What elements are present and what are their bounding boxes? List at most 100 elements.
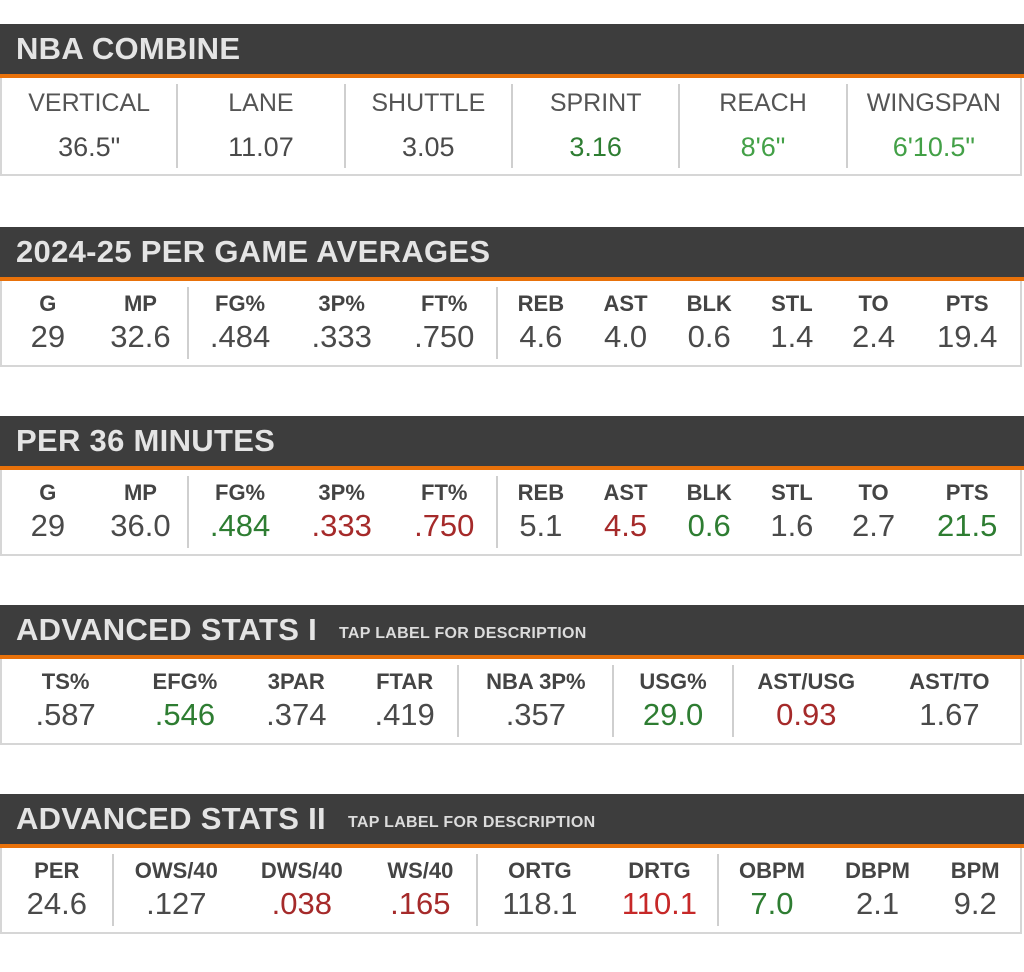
stat-label[interactable]: G bbox=[39, 480, 57, 505]
stat-value: 9.2 bbox=[953, 886, 997, 921]
stat-label[interactable]: BLK bbox=[686, 480, 732, 505]
stat-label[interactable]: MP bbox=[123, 480, 157, 505]
stat-label[interactable]: WINGSPAN bbox=[866, 89, 1001, 117]
stat-value: .484 bbox=[209, 508, 271, 543]
per36-header: PER 36 MINUTES bbox=[0, 416, 1024, 470]
stat-label[interactable]: TO bbox=[858, 480, 889, 505]
stat-label[interactable]: FG% bbox=[215, 480, 266, 505]
stat-value: .357 bbox=[505, 697, 567, 732]
stat-label[interactable]: MP bbox=[123, 291, 157, 316]
adv2-subtitle: TAP LABEL FOR DESCRIPTION bbox=[347, 814, 596, 831]
stat-value: 4.6 bbox=[519, 319, 563, 354]
stat-ft: FT% .750 bbox=[392, 287, 499, 359]
stat-label[interactable]: TO bbox=[858, 291, 889, 316]
stat-label[interactable]: 3PAR bbox=[267, 669, 325, 694]
stat-ows40: OWS/40 .127 bbox=[114, 854, 240, 926]
stat-value: 4.5 bbox=[603, 508, 648, 543]
stat-label[interactable]: WS/40 bbox=[387, 858, 454, 883]
stat-label[interactable]: PTS bbox=[945, 480, 989, 505]
stat-value: 0.6 bbox=[687, 319, 731, 354]
stat-label[interactable]: BLK bbox=[686, 291, 732, 316]
stat-label[interactable]: LANE bbox=[228, 89, 294, 117]
stat-value: 3.05 bbox=[402, 132, 455, 162]
stat-label[interactable]: 3P% bbox=[318, 291, 365, 316]
stat-value: 0.93 bbox=[776, 697, 837, 732]
stat-label[interactable]: DRTG bbox=[628, 858, 691, 883]
stat-value: 6'10.5" bbox=[892, 132, 975, 162]
stat-label[interactable]: EFG% bbox=[152, 669, 218, 694]
adv1-stats: TS% .587 EFG% .546 3PAR .374 FTAR .419 NBA 3… bbox=[0, 659, 1022, 745]
stat-value: .165 bbox=[390, 886, 451, 921]
stat-value: 118.1 bbox=[502, 886, 578, 921]
stat-label[interactable]: AST/TO bbox=[909, 669, 990, 694]
per-game-title: 2024-25 PER GAME AVERAGES bbox=[16, 234, 491, 269]
stat-wingspan: WINGSPAN 6'10.5" bbox=[848, 84, 1020, 168]
stat-label[interactable]: DWS/40 bbox=[260, 858, 343, 883]
stat-dws40: DWS/40 .038 bbox=[239, 854, 365, 926]
stat-label[interactable]: USG% bbox=[639, 669, 707, 694]
stat-value: 21.5 bbox=[937, 508, 998, 543]
stat-obpm: OBPM 7.0 bbox=[719, 854, 825, 926]
stat-ast-usg: AST/USG 0.93 bbox=[734, 665, 879, 737]
stat-blk: BLK 0.6 bbox=[667, 476, 751, 548]
adv2-title: ADVANCED STATS II bbox=[16, 801, 326, 836]
stat-g: G 29 bbox=[2, 287, 94, 359]
stat-label[interactable]: PER bbox=[34, 858, 80, 883]
stat-label[interactable]: G bbox=[39, 291, 57, 316]
adv1-subtitle: TAP LABEL FOR DESCRIPTION bbox=[339, 625, 587, 642]
per36-section: PER 36 MINUTES G 29 MP 36.0 FG% .484 3P% .33… bbox=[0, 416, 1024, 556]
stat-to: TO 2.4 bbox=[833, 287, 915, 359]
stat-stl: STL 1.4 bbox=[751, 287, 833, 359]
stat-label[interactable]: FG% bbox=[215, 291, 266, 316]
stat-value: .333 bbox=[311, 508, 372, 543]
stat-value: 29 bbox=[30, 319, 66, 354]
stat-label[interactable]: OWS/40 bbox=[134, 858, 218, 883]
stat-label[interactable]: STL bbox=[771, 291, 813, 316]
stat-label[interactable]: SHUTTLE bbox=[371, 89, 486, 117]
stat-label[interactable]: REB bbox=[517, 480, 565, 505]
stat-label[interactable]: FT% bbox=[421, 291, 468, 316]
stat-value: .333 bbox=[311, 319, 372, 354]
stat-usg: USG% 29.0 bbox=[614, 665, 734, 737]
stat-label[interactable]: AST bbox=[603, 291, 648, 316]
stat-stl: STL 1.6 bbox=[751, 476, 833, 548]
stat-label[interactable]: NBA 3P% bbox=[486, 669, 586, 694]
stat-label[interactable]: AST/USG bbox=[757, 669, 856, 694]
per36-stats: G 29 MP 36.0 FG% .484 3P% .333 FT% .750 REB 5.… bbox=[0, 470, 1022, 556]
stat-mp: MP 36.0 bbox=[94, 476, 190, 548]
combine-title: NBA COMBINE bbox=[16, 31, 241, 66]
stat-ft: FT% .750 bbox=[392, 476, 499, 548]
stat-ast: AST 4.5 bbox=[584, 476, 668, 548]
stat-label[interactable]: SPRINT bbox=[549, 89, 642, 117]
stat-value: 29 bbox=[30, 508, 66, 543]
stat-pts: PTS 21.5 bbox=[914, 476, 1020, 548]
stat-label[interactable]: OBPM bbox=[738, 858, 805, 883]
stat-value: 29.0 bbox=[642, 697, 704, 732]
stat-fg: FG% .484 bbox=[189, 476, 291, 548]
stat-value: 2.7 bbox=[852, 508, 896, 543]
stat-label[interactable]: ORTG bbox=[508, 858, 572, 883]
stat-label[interactable]: VERTICAL bbox=[28, 89, 151, 117]
stat-label[interactable]: REB bbox=[517, 291, 565, 316]
stat-label[interactable]: FTAR bbox=[376, 669, 434, 694]
stat-label[interactable]: PTS bbox=[945, 291, 989, 316]
stat-label[interactable]: AST bbox=[603, 480, 648, 505]
stat-label[interactable]: TS% bbox=[41, 669, 90, 694]
stat-reb: REB 4.6 bbox=[498, 287, 584, 359]
stat-value: 19.4 bbox=[937, 319, 998, 354]
stat-label[interactable]: FT% bbox=[421, 480, 468, 505]
stat-3p: 3P% .333 bbox=[291, 287, 393, 359]
stat-label[interactable]: 3P% bbox=[318, 480, 365, 505]
stat-value: .127 bbox=[146, 886, 207, 921]
adv2-section: ADVANCED STATS II TAP LABEL FOR DESCRIPT… bbox=[0, 794, 1024, 934]
stat-3p: 3P% .333 bbox=[291, 476, 393, 548]
stat-reach: REACH 8'6" bbox=[680, 84, 848, 168]
combine-stats: VERTICAL 36.5" LANE 11.07 SHUTTLE 3.05 SPRI… bbox=[0, 78, 1022, 176]
stat-label[interactable]: STL bbox=[771, 480, 813, 505]
stat-ftar: FTAR .419 bbox=[352, 665, 460, 737]
stat-to: TO 2.7 bbox=[833, 476, 915, 548]
stat-label[interactable]: BPM bbox=[950, 858, 1000, 883]
stat-label[interactable]: DBPM bbox=[845, 858, 910, 883]
stat-label[interactable]: REACH bbox=[719, 89, 807, 117]
stat-value: .374 bbox=[266, 697, 327, 732]
